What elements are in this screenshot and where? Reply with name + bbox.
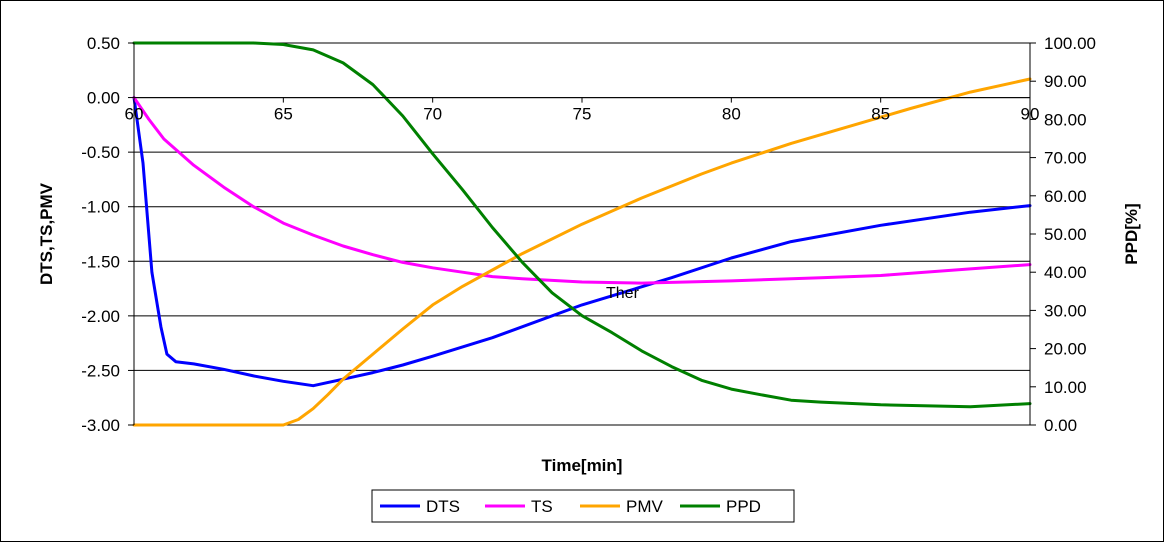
legend-label-pmv: PMV bbox=[626, 497, 664, 516]
chart-annotation: Ther bbox=[606, 285, 640, 302]
y-left-tick-label: -3.00 bbox=[81, 416, 120, 435]
y-right-tick-label: 50.00 bbox=[1044, 225, 1087, 244]
series-line-ppd bbox=[132, 41, 1032, 409]
legend: DTS TS PMV PPD bbox=[371, 489, 795, 523]
series-line-pmv bbox=[132, 77, 1032, 427]
x-tick-label: 85 bbox=[871, 105, 890, 124]
legend-label-ppd: PPD bbox=[726, 497, 761, 516]
y-right-tick-label: 10.00 bbox=[1044, 378, 1087, 397]
tick-labels: 0.50 0.00 -0.50 -1.00 -1.50 -2.00 -2.50 -3.00 10… bbox=[81, 34, 1096, 435]
y-right-tick-label: 40.00 bbox=[1044, 263, 1087, 282]
x-tick-label: 80 bbox=[722, 105, 741, 124]
y-axis-left-title: DTS,TS,PMV bbox=[37, 182, 56, 285]
x-tick-label: 65 bbox=[274, 105, 293, 124]
y-right-tick-label: 80.00 bbox=[1044, 110, 1087, 129]
y-left-tick-label: 0.00 bbox=[87, 89, 120, 108]
y-right-tick-label: 90.00 bbox=[1044, 72, 1087, 91]
x-axis-title: Time[min] bbox=[542, 456, 623, 475]
y-right-tick-label: 70.00 bbox=[1044, 149, 1087, 168]
y-left-tick-label: -1.50 bbox=[81, 252, 120, 271]
axes bbox=[128, 42, 1036, 426]
x-tick-label: 70 bbox=[423, 105, 442, 124]
legend-label-ts: TS bbox=[531, 497, 553, 516]
x-tick-label: 60 bbox=[125, 105, 144, 124]
series-layer bbox=[132, 41, 1032, 427]
y-left-tick-label: -2.50 bbox=[81, 361, 120, 380]
series-line-ts bbox=[132, 96, 1032, 285]
y-right-tick-label: 20.00 bbox=[1044, 340, 1087, 359]
y-right-tick-label: 0.00 bbox=[1044, 416, 1077, 435]
y-right-tick-label: 60.00 bbox=[1044, 187, 1087, 206]
y-axis-right-title: PPD[%] bbox=[1122, 203, 1141, 264]
x-tick-label: 90 bbox=[1021, 105, 1040, 124]
y-left-tick-label: 0.50 bbox=[87, 34, 120, 53]
y-left-tick-label: -1.00 bbox=[81, 198, 120, 217]
x-tick-label: 75 bbox=[573, 105, 592, 124]
y-left-tick-label: -0.50 bbox=[81, 143, 120, 162]
y-left-tick-label: -2.00 bbox=[81, 307, 120, 326]
y-right-tick-label: 100.00 bbox=[1044, 34, 1096, 53]
y-right-tick-label: 30.00 bbox=[1044, 301, 1087, 320]
legend-label-dts: DTS bbox=[426, 497, 460, 516]
